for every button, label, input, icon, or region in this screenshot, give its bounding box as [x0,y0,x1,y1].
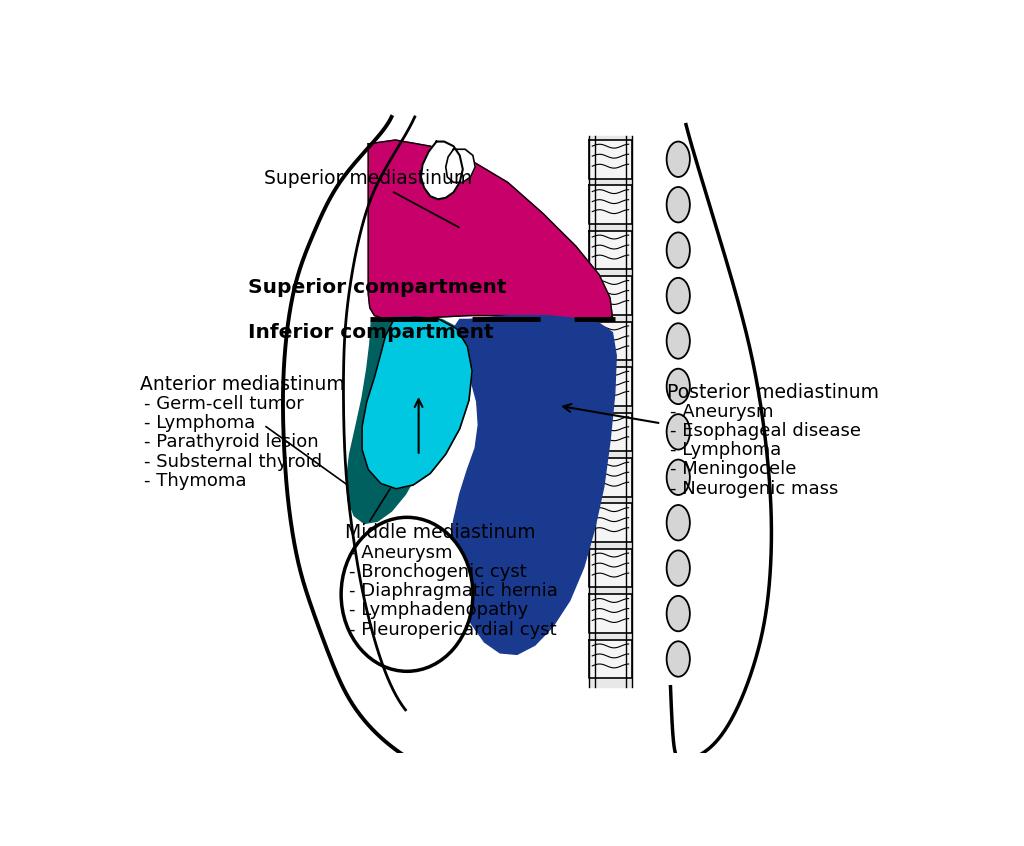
Polygon shape [589,458,632,497]
Polygon shape [362,317,472,489]
Ellipse shape [667,233,690,268]
Text: - Lymphoma: - Lymphoma [143,415,255,432]
Text: - Lymphadenopathy: - Lymphadenopathy [349,602,528,619]
Polygon shape [589,231,632,269]
Polygon shape [589,367,632,406]
Polygon shape [589,321,632,360]
Text: Superior mediastinum: Superior mediastinum [264,169,472,228]
Ellipse shape [667,505,690,541]
Text: - Thymoma: - Thymoma [143,472,246,490]
Polygon shape [589,413,632,451]
Text: - Aneurysm: - Aneurysm [671,403,774,420]
Ellipse shape [667,459,690,495]
Polygon shape [589,503,632,542]
Text: - Meningocele: - Meningocele [671,460,797,478]
Polygon shape [589,136,632,687]
Text: - Bronchogenic cyst: - Bronchogenic cyst [349,563,526,580]
Ellipse shape [667,641,690,677]
Text: - Lymphoma: - Lymphoma [671,441,781,459]
Polygon shape [421,141,463,200]
Text: - Substernal thyroid: - Substernal thyroid [143,453,322,470]
Text: Inferior compartment: Inferior compartment [248,323,494,342]
Ellipse shape [667,277,690,313]
Text: - Neurogenic mass: - Neurogenic mass [671,480,839,497]
Text: Anterior mediastinum: Anterior mediastinum [139,375,344,394]
Polygon shape [589,185,632,224]
Polygon shape [346,317,457,524]
Text: - Germ-cell tumor: - Germ-cell tumor [143,395,303,413]
Ellipse shape [667,141,690,177]
Text: - Esophageal disease: - Esophageal disease [671,422,861,440]
Ellipse shape [667,369,690,404]
Ellipse shape [667,187,690,222]
Ellipse shape [667,415,690,449]
Text: - Pleuropericardial cyst: - Pleuropericardial cyst [349,620,556,639]
Polygon shape [589,549,632,587]
Text: Middle mediastinum: Middle mediastinum [345,524,536,542]
Polygon shape [589,140,632,179]
Polygon shape [589,640,632,678]
Text: - Aneurysm: - Aneurysm [349,543,453,562]
Polygon shape [369,140,612,321]
Polygon shape [452,316,616,654]
Polygon shape [445,149,475,183]
Ellipse shape [667,551,690,585]
Ellipse shape [667,323,690,359]
Text: Posterior mediastinum: Posterior mediastinum [667,382,879,402]
Ellipse shape [341,517,473,672]
Polygon shape [589,277,632,315]
Ellipse shape [667,596,690,631]
Text: - Parathyroid lesion: - Parathyroid lesion [143,433,318,452]
Text: - Diaphragmatic hernia: - Diaphragmatic hernia [349,582,558,600]
Text: Superior compartment: Superior compartment [248,278,507,297]
Polygon shape [589,595,632,633]
